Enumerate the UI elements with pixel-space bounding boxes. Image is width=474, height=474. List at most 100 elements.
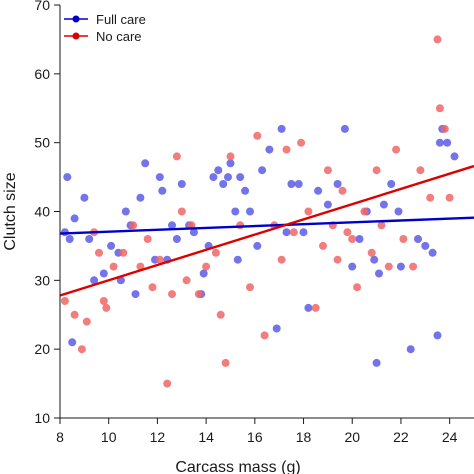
point-no-care-12 (143, 235, 152, 243)
x-tick-label-8: 8 (56, 429, 64, 445)
point-no-care-36 (304, 207, 313, 216)
point-no-care-19 (182, 276, 191, 285)
point-no-care-43 (343, 228, 352, 237)
point-no-care-27 (236, 221, 245, 230)
point-full-care-7 (90, 276, 99, 285)
point-full-care-6 (85, 235, 94, 243)
point-full-care-54 (355, 235, 364, 243)
point-no-care-50 (384, 262, 393, 271)
point-full-care-30 (214, 166, 223, 175)
legend-label-no-care: No care (96, 29, 142, 44)
point-full-care-43 (277, 124, 286, 133)
point-no-care-9 (119, 248, 128, 257)
point-no-care-1 (70, 310, 79, 319)
point-full-care-35 (233, 255, 242, 264)
point-full-care-18 (155, 173, 164, 182)
point-no-care-59 (445, 193, 454, 202)
point-full-care-51 (333, 180, 342, 188)
point-full-care-3 (68, 338, 77, 347)
point-no-care-15 (163, 379, 172, 388)
point-full-care-53 (348, 262, 357, 271)
point-full-care-1 (63, 173, 72, 182)
point-no-care-18 (177, 207, 186, 216)
point-full-care-42 (272, 324, 281, 333)
y-tick-label-40: 40 (34, 204, 50, 220)
trend-line-full-care (60, 216, 474, 235)
point-full-care-56 (370, 255, 379, 264)
point-no-care-0 (60, 297, 69, 305)
point-no-care-38 (319, 241, 327, 250)
y-tick-label-20: 20 (34, 341, 50, 357)
point-full-care-34 (231, 207, 240, 216)
point-no-care-51 (392, 145, 401, 154)
point-no-care-33 (282, 145, 291, 154)
point-full-care-25 (189, 228, 198, 237)
point-no-care-21 (194, 290, 203, 299)
point-full-care-44 (282, 228, 291, 237)
legend: Full care No care (64, 12, 146, 44)
point-full-care-12 (121, 207, 130, 216)
y-tick-label-60: 60 (34, 66, 50, 82)
point-full-care-45 (287, 180, 296, 188)
point-full-care-15 (136, 193, 145, 202)
point-no-care-35 (297, 138, 306, 147)
point-no-care-44 (348, 235, 357, 243)
point-no-care-5 (95, 248, 103, 257)
point-no-care-41 (333, 255, 342, 264)
point-no-care-57 (435, 104, 444, 113)
point-no-care-3 (82, 317, 91, 326)
point-full-care-2 (65, 235, 74, 243)
point-no-care-55 (426, 193, 435, 202)
point-no-care-16 (168, 290, 176, 299)
point-full-care-48 (304, 303, 313, 312)
point-full-care-60 (387, 180, 396, 188)
legend-marker-full-care (72, 15, 80, 23)
x-tick-label-10: 10 (101, 429, 117, 445)
point-full-care-32 (224, 173, 232, 182)
point-no-care-52 (399, 235, 408, 243)
point-full-care-21 (168, 221, 176, 230)
point-no-care-58 (440, 124, 449, 133)
x-tick-label-20: 20 (344, 429, 360, 445)
point-full-care-4 (70, 214, 79, 223)
point-full-care-33 (226, 159, 235, 168)
point-no-care-26 (226, 152, 235, 161)
point-full-care-47 (299, 228, 308, 237)
y-tick-label-30: 30 (34, 272, 50, 288)
point-full-care-71 (450, 152, 459, 161)
point-full-care-63 (406, 345, 415, 354)
point-full-care-67 (433, 331, 442, 340)
point-full-care-61 (394, 207, 403, 216)
point-full-care-52 (340, 124, 349, 133)
point-full-care-5 (80, 193, 89, 202)
x-tick-label-16: 16 (247, 429, 263, 445)
point-no-care-49 (377, 221, 386, 230)
point-full-care-70 (443, 138, 452, 147)
point-no-care-53 (409, 262, 418, 271)
point-full-care-58 (375, 269, 383, 278)
point-full-care-39 (253, 241, 262, 250)
point-full-care-37 (241, 186, 250, 195)
point-full-care-59 (379, 200, 388, 209)
point-no-care-14 (155, 255, 164, 264)
point-full-care-62 (396, 262, 405, 271)
point-full-care-41 (265, 145, 274, 154)
point-full-care-68 (435, 138, 444, 147)
y-tick-label-10: 10 (34, 410, 50, 426)
point-no-care-39 (323, 166, 332, 175)
point-full-care-66 (428, 248, 437, 257)
point-no-care-23 (211, 248, 220, 257)
point-no-care-29 (253, 131, 262, 140)
point-no-care-47 (367, 248, 376, 257)
point-no-care-8 (109, 262, 118, 271)
point-no-care-7 (102, 303, 111, 312)
point-no-care-10 (129, 221, 138, 230)
point-no-care-6 (99, 297, 108, 305)
point-no-care-24 (216, 310, 225, 319)
point-no-care-46 (360, 207, 369, 216)
y-tick-label-70: 70 (34, 0, 50, 13)
point-no-care-34 (289, 228, 298, 237)
point-no-care-48 (372, 166, 381, 175)
axes: 10 20 30 40 50 60 70 8 10 12 14 16 18 20 22 24 (34, 0, 474, 445)
